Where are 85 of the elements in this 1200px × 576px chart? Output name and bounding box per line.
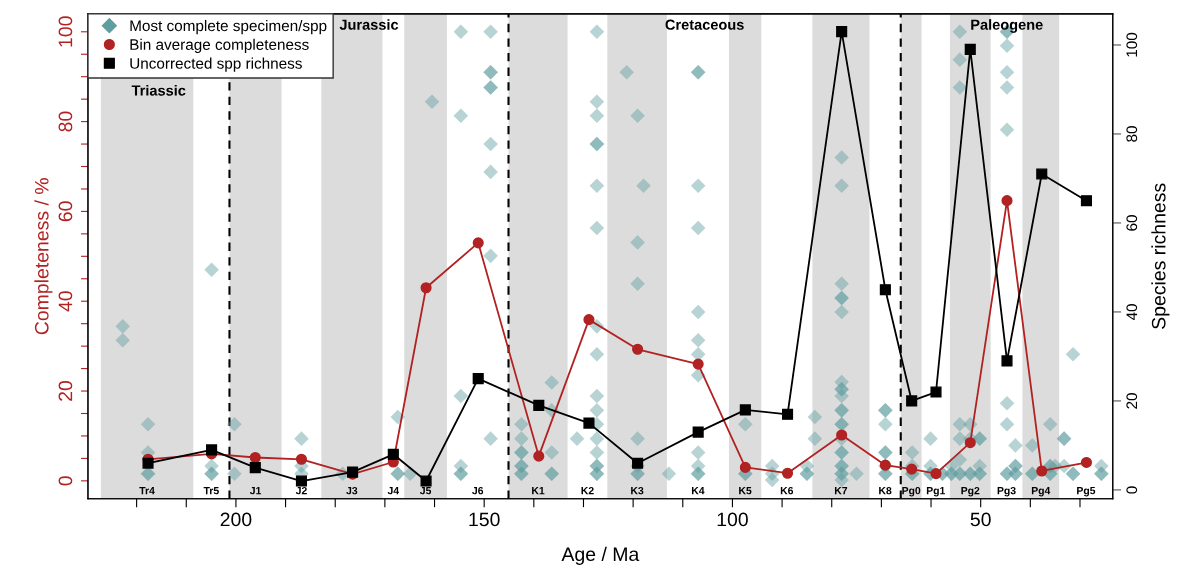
annotation: J4 — [387, 487, 400, 495]
band-label: Pg0 — [902, 486, 921, 497]
annotation: Jurassic — [339, 19, 399, 30]
point — [781, 408, 794, 420]
y2-tick-label: 80 — [1126, 126, 1138, 142]
point — [295, 453, 308, 465]
y2-tick-label: 100 — [1126, 32, 1138, 57]
legend-label: Uncorrected spp richness — [130, 57, 302, 72]
y2-tick-label: 20 — [1126, 393, 1138, 409]
point — [906, 463, 918, 475]
legend-label: Bin average completeness — [130, 38, 309, 53]
point — [836, 26, 848, 38]
point — [692, 426, 704, 438]
point — [632, 343, 644, 355]
point — [1036, 168, 1048, 180]
annotation: K2 — [581, 486, 594, 495]
y-tick-label: 60 — [58, 201, 73, 222]
point — [906, 395, 918, 407]
y-tick-label: 0 — [58, 476, 73, 486]
point — [142, 457, 154, 469]
point — [249, 462, 261, 474]
y2-tick-label: 0 — [1126, 486, 1138, 494]
band-label: K3 — [631, 486, 644, 495]
point — [1080, 195, 1093, 207]
x-tick-label: 100 — [717, 512, 748, 527]
point — [964, 437, 976, 449]
point — [632, 457, 644, 469]
annotation: K6 — [780, 486, 794, 495]
band-label: K1 — [532, 487, 545, 495]
point — [472, 373, 484, 385]
annotation: K8 — [879, 486, 892, 495]
band-label: Pg4 — [1031, 487, 1051, 497]
annotation: Pg5 — [1077, 487, 1096, 497]
band-label: J5 — [419, 487, 432, 495]
y-axis-title: Completeness / % — [34, 178, 53, 335]
band-label: J1 — [249, 487, 262, 495]
point — [472, 237, 484, 249]
point — [739, 461, 751, 473]
x-tick-label: 50 — [970, 512, 991, 527]
point — [692, 358, 704, 370]
y-tick-label: 20 — [58, 380, 73, 401]
point — [387, 448, 399, 460]
point — [583, 417, 595, 429]
annotation: Pg1 — [926, 487, 946, 497]
point — [739, 404, 751, 416]
point — [964, 43, 976, 55]
x-tick-label: 150 — [469, 512, 500, 527]
annotation: Pg3 — [997, 486, 1016, 497]
y-tick-label: 40 — [58, 291, 73, 312]
point — [930, 468, 942, 480]
annotation: J2 — [295, 486, 307, 495]
y2-axis-title: Species richness — [1151, 183, 1170, 329]
annotation: Tr5 — [203, 487, 219, 495]
y-tick-label: 100 — [58, 16, 73, 47]
point — [295, 475, 308, 487]
band-label: K7 — [834, 487, 848, 495]
annotation: K4 — [691, 487, 705, 495]
point — [206, 444, 218, 456]
point — [1001, 195, 1013, 207]
x-tick-label: 200 — [220, 512, 252, 527]
y-tick-label: 80 — [58, 111, 73, 132]
annotation: Triassic — [131, 84, 186, 96]
point — [1001, 355, 1013, 367]
y2-tick-label: 60 — [1126, 215, 1138, 231]
band-label: Tr4 — [139, 487, 155, 495]
y2-tick-label: 40 — [1126, 304, 1138, 321]
point — [533, 399, 545, 411]
point — [533, 450, 545, 462]
point — [836, 429, 848, 441]
point — [879, 284, 891, 296]
point — [583, 314, 595, 326]
legend-label: Most complete specimen/spp — [130, 19, 327, 35]
band-label: Pg2 — [961, 486, 980, 497]
x-axis-title: Age / Ma — [561, 546, 640, 565]
band-label: K5 — [739, 487, 752, 495]
point — [781, 467, 794, 479]
band-label: J3 — [346, 486, 358, 495]
point — [930, 386, 942, 398]
annotation: J6 — [472, 486, 484, 495]
point — [420, 282, 432, 294]
point — [420, 475, 432, 487]
point — [1036, 465, 1048, 477]
point — [1080, 456, 1093, 468]
annotation: Paleogene — [971, 19, 1043, 33]
annotation: Cretaceous — [665, 19, 744, 30]
